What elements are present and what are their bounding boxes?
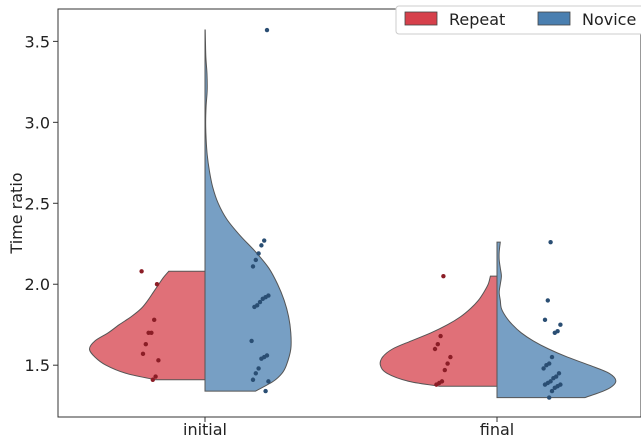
violin-repeat-final xyxy=(379,275,498,387)
data-point-novice xyxy=(541,366,546,371)
data-point-novice xyxy=(250,264,256,269)
data-point-novice xyxy=(558,322,563,327)
data-point-novice xyxy=(249,338,254,344)
data-point-repeat xyxy=(156,358,161,363)
y-tick-label: 3.0 xyxy=(25,113,50,132)
data-point-repeat xyxy=(448,354,453,360)
data-point-novice xyxy=(556,371,562,376)
y-tick-label: 2.0 xyxy=(25,275,50,294)
data-point-novice xyxy=(257,299,263,305)
legend-label-repeat: Repeat xyxy=(449,10,505,29)
axes-frame xyxy=(57,8,641,418)
data-point-repeat xyxy=(442,367,447,373)
data-point-repeat xyxy=(150,377,155,382)
data-point-novice xyxy=(264,27,270,33)
data-point-novice xyxy=(259,243,264,248)
data-point-novice xyxy=(256,251,261,256)
data-point-novice xyxy=(263,388,268,394)
data-point-repeat xyxy=(438,333,443,339)
data-point-repeat xyxy=(154,282,160,287)
data-point-novice xyxy=(250,377,256,382)
x-axis: initial final xyxy=(183,417,514,438)
data-point-novice xyxy=(542,382,548,387)
legend-box xyxy=(395,5,641,35)
y-axis: 1.5 2.0 2.5 3.0 3.5 xyxy=(25,32,58,375)
data-point-novice xyxy=(547,395,552,400)
data-point-novice xyxy=(544,362,549,368)
data-point-novice xyxy=(252,304,257,310)
data-point-repeat xyxy=(143,341,148,347)
data-point-repeat xyxy=(432,346,438,352)
data-point-novice xyxy=(548,239,553,245)
data-point-novice xyxy=(552,385,557,391)
data-point-repeat xyxy=(146,330,151,336)
data-point-novice xyxy=(260,296,265,302)
data-point-repeat xyxy=(140,351,146,357)
y-tick-label: 1.5 xyxy=(25,356,50,375)
y-tick-label: 3.5 xyxy=(25,32,50,51)
data-point-novice xyxy=(259,356,264,361)
violin-novice-final xyxy=(496,241,617,399)
data-point-repeat xyxy=(434,382,439,387)
data-point-novice xyxy=(262,238,267,243)
data-point-novice xyxy=(253,371,258,376)
x-tick-label-initial: initial xyxy=(183,420,227,438)
violin-repeat-initial xyxy=(88,270,206,381)
data-point-novice xyxy=(545,298,550,303)
legend-swatch-repeat xyxy=(404,11,438,26)
data-point-novice xyxy=(551,375,556,381)
legend-label-novice: Novice xyxy=(582,10,636,29)
data-point-novice xyxy=(253,257,258,263)
legend: Repeat Novice xyxy=(395,5,641,35)
data-point-repeat xyxy=(445,361,450,366)
data-point-repeat xyxy=(153,374,158,379)
data-point-novice xyxy=(256,366,261,371)
y-axis-label: Time ratio xyxy=(7,172,26,254)
data-point-repeat xyxy=(139,269,144,274)
data-point-repeat xyxy=(441,273,446,279)
data-point-novice xyxy=(542,317,548,323)
data-point-novice xyxy=(549,354,555,360)
data-point-novice xyxy=(266,379,271,384)
data-point-novice xyxy=(552,330,557,336)
data-point-novice xyxy=(549,388,555,394)
plot-area xyxy=(88,27,617,400)
legend-swatch-novice xyxy=(537,11,571,26)
x-tick-label-final: final xyxy=(480,420,514,438)
data-point-repeat xyxy=(152,317,157,323)
violin-novice-initial xyxy=(204,29,292,392)
data-point-repeat xyxy=(435,341,440,347)
y-tick-label: 2.5 xyxy=(25,194,50,213)
